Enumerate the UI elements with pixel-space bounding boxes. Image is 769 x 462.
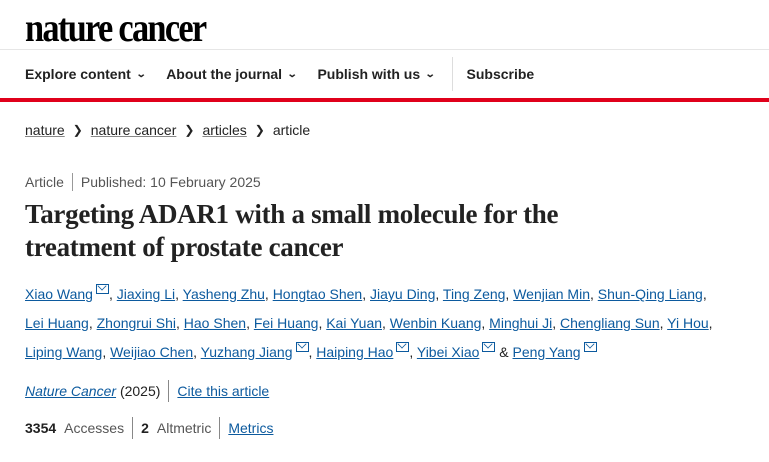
chevron-down-icon: ⌄ — [424, 68, 436, 80]
author-link[interactable]: Jiayu Ding — [370, 286, 436, 302]
mail-icon[interactable] — [583, 342, 597, 352]
article-title: Targeting ADAR1 with a small molecule fo… — [25, 199, 559, 262]
separator — [71, 173, 73, 191]
chevron-down-icon: ⌄ — [286, 68, 298, 80]
author-link[interactable]: Haiping Hao — [316, 344, 394, 360]
altmetric-label: Altmetric — [156, 420, 212, 436]
nav-explore-content[interactable]: Explore content ⌄ — [25, 66, 147, 82]
author-link[interactable]: Hao Shen — [183, 315, 247, 331]
breadcrumb: nature ❯ nature cancer ❯ articles ❯ article — [25, 122, 310, 138]
article-metrics: 3354 Accesses 2 Altmetric Metrics — [25, 417, 273, 439]
mail-icon[interactable] — [295, 342, 309, 352]
journal-year: (2025) — [119, 383, 161, 399]
author-link[interactable]: Peng Yang — [512, 344, 581, 360]
chevron-right-icon: ❯ — [254, 123, 265, 137]
article-meta: Article Published: 10 February 2025 — [25, 173, 261, 191]
author-link[interactable]: Zhongrui Shi — [96, 315, 176, 331]
nav-label: Publish with us — [317, 66, 421, 82]
separator — [219, 417, 221, 439]
cite-this-article-link[interactable]: Cite this article — [177, 383, 270, 399]
separator — [168, 380, 170, 402]
author-link[interactable]: Yuzhang Jiang — [200, 344, 293, 360]
author-link[interactable]: Wenjian Min — [513, 286, 590, 302]
breadcrumb-nature[interactable]: nature — [25, 122, 65, 138]
article-type: Article — [25, 174, 64, 190]
author-link[interactable]: Liping Wang — [25, 344, 103, 360]
citation-line: Nature Cancer (2025) Cite this article — [25, 380, 269, 402]
breadcrumb-nature-cancer[interactable]: nature cancer — [90, 122, 177, 138]
nav-separator — [451, 57, 453, 91]
breadcrumb-articles[interactable]: articles — [202, 122, 247, 138]
separator — [132, 417, 134, 439]
author-link[interactable]: Lei Huang — [25, 315, 89, 331]
nav-subscribe[interactable]: Subscribe — [466, 66, 535, 82]
author-link[interactable]: Minghui Ji — [489, 315, 553, 331]
chevron-down-icon: ⌄ — [135, 68, 147, 80]
main-nav: Explore content ⌄ About the journal ⌄ Publ… — [25, 50, 555, 98]
author-link[interactable]: Yi Hou — [667, 315, 709, 331]
metrics-link[interactable]: Metrics — [228, 420, 274, 436]
author-link[interactable]: Xiao Wang — [25, 286, 93, 302]
nav-label: About the journal — [166, 66, 283, 82]
author-link[interactable]: Fei Huang — [253, 315, 319, 331]
accesses-count: 3354 — [25, 420, 57, 436]
author-link[interactable]: Chengliang Sun — [559, 315, 660, 331]
mail-icon[interactable] — [95, 284, 109, 294]
chevron-right-icon: ❯ — [72, 123, 83, 137]
divider — [0, 49, 769, 50]
chevron-right-icon: ❯ — [184, 123, 195, 137]
mail-icon[interactable] — [396, 342, 410, 352]
nav-label: Explore content — [25, 66, 131, 82]
published-date: Published: 10 February 2025 — [80, 174, 261, 190]
author-link[interactable]: Shun-Qing Liang — [597, 286, 703, 302]
author-link[interactable]: Yasheng Zhu — [182, 286, 265, 302]
author-link[interactable]: Kai Yuan — [326, 315, 383, 331]
breadcrumb-current: article — [272, 122, 311, 138]
journal-logo[interactable]: nature cancer — [25, 5, 207, 50]
author-link[interactable]: Wenbin Kuang — [389, 315, 482, 331]
brand-bar — [0, 98, 769, 102]
author-link[interactable]: Jiaxing Li — [116, 286, 176, 302]
nav-about-the-journal[interactable]: About the journal ⌄ — [166, 66, 298, 82]
altmetric-count: 2 — [141, 420, 149, 436]
author-link[interactable]: Yibei Xiao — [416, 344, 480, 360]
author-link[interactable]: Hongtao Shen — [272, 286, 363, 302]
author-link[interactable]: Ting Zeng — [442, 286, 506, 302]
nav-publish-with-us[interactable]: Publish with us ⌄ — [317, 66, 436, 82]
accesses-label: Accesses — [64, 420, 125, 436]
journal-link[interactable]: Nature Cancer — [25, 383, 117, 399]
author-list: Xiao Wang, Jiaxing Li, Yasheng Zhu, Hong… — [25, 284, 713, 360]
author-link[interactable]: Weijiao Chen — [110, 344, 194, 360]
mail-icon[interactable] — [482, 342, 496, 352]
